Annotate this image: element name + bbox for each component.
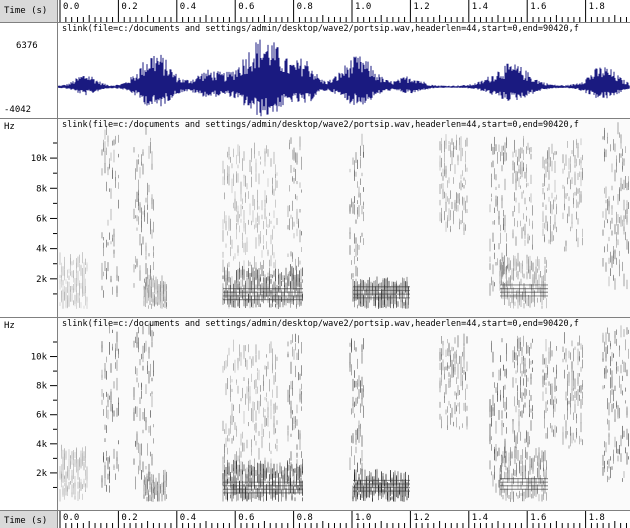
ruler-tick-label: 0.4: [180, 513, 196, 523]
divider: [0, 510, 630, 511]
ruler-tick-label: 0.6: [238, 513, 254, 523]
freq-tick-label: 10k: [31, 353, 48, 363]
top-time-axis-label-box: Time (s): [0, 0, 58, 22]
freq-tick-label: 2k: [36, 469, 47, 479]
freq-tick-label: 2k: [36, 275, 47, 285]
ruler-tick-label: 1.0: [355, 2, 371, 12]
spectrogram-1-axis-svg: 10k 8k 6k 4k 2k: [31, 142, 57, 295]
ruler-tick-label: 0.8: [297, 513, 313, 523]
ruler-tick-label: 1.2: [413, 2, 429, 12]
spectrogram-2-plot: [58, 318, 630, 510]
spectrogram-1-view[interactable]: slink(file=c:/documents and settings/adm…: [58, 119, 630, 317]
bottom-time-axis-label-box: Time (s): [0, 511, 58, 528]
ruler-tick-label: 0.0: [63, 2, 79, 12]
waveform-y-max: 6376: [16, 41, 38, 51]
top-time-ruler-svg: 0.0 0.2 0.4 0.6 0.8 1.0 1.2 1.4 1.6 1.8: [59, 0, 627, 22]
ruler-tick-label: 0.0: [63, 513, 79, 523]
waveform-panel[interactable]: 6376 -4042 slink(file=c:/documents and s…: [0, 23, 630, 118]
ruler-tick-label: 0.2: [121, 2, 137, 12]
waveform-plot: [58, 39, 630, 117]
freq-tick-label: 8k: [36, 382, 47, 392]
freq-tick-label: 6k: [36, 214, 47, 224]
freq-tick-label: 4k: [36, 440, 47, 450]
spectrogram-2-unit: Hz: [4, 321, 15, 331]
ruler-tick-label: 1.8: [589, 513, 605, 523]
spectrogram-2-caption: slink(file=c:/documents and settings/adm…: [62, 319, 579, 329]
freq-tick-label: 10k: [31, 154, 48, 164]
bottom-time-axis-label: Time (s): [4, 516, 48, 526]
ruler-tick-label: 0.6: [238, 2, 254, 12]
ruler-tick-label: 0.4: [180, 2, 196, 12]
ruler-tick-label: 1.8: [589, 2, 605, 12]
waveform-y-min: -4042: [4, 105, 32, 115]
bottom-time-ruler[interactable]: 0.0 0.2 0.4 0.6 0.8 1.0 1.2 1.4 1.6 1.8: [58, 511, 630, 528]
bottom-time-ruler-svg: 0.0 0.2 0.4 0.6 0.8 1.0 1.2 1.4 1.6 1.8: [59, 511, 627, 528]
spectrogram-2-axis: Hz 10k 8k 6k 4k 2k: [0, 318, 58, 510]
ruler-tick-label: 1.6: [530, 2, 546, 12]
waveform-axis: 6376 -4042: [0, 23, 58, 118]
freq-tick-label: 8k: [36, 184, 47, 194]
waveform-view[interactable]: slink(file=c:/documents and settings/adm…: [58, 23, 630, 118]
spectrogram-1-axis: Hz 10k 8k 6k 4k 2k: [0, 119, 58, 317]
divider: [0, 22, 630, 23]
spectrogram-2-axis-svg: 10k 8k 6k 4k 2k: [31, 341, 57, 488]
ruler-tick-label: 1.6: [530, 513, 546, 523]
top-time-axis-label: Time (s): [4, 6, 48, 16]
spectrogram-panel-2[interactable]: Hz 10k 8k 6k 4k 2k slink(file=c:/documents a…: [0, 318, 630, 510]
top-time-ruler[interactable]: 0.0 0.2 0.4 0.6 0.8 1.0 1.2 1.4 1.6 1.8: [58, 0, 630, 22]
divider: [0, 118, 630, 119]
ruler-tick-label: 0.8: [297, 2, 313, 12]
freq-tick-label: 4k: [36, 245, 47, 255]
spectrogram-panel-1[interactable]: Hz 10k 8k 6k 4k 2k slink(file=c:/documents a…: [0, 119, 630, 317]
ruler-tick-label: 1.2: [413, 513, 429, 523]
waveform-trace: [58, 39, 630, 117]
ruler-tick-label: 1.4: [472, 2, 488, 12]
waveform-caption: slink(file=c:/documents and settings/adm…: [62, 24, 579, 34]
spectrogram-1-caption: slink(file=c:/documents and settings/adm…: [62, 120, 579, 130]
spectrogram-2-view[interactable]: slink(file=c:/documents and settings/adm…: [58, 318, 630, 510]
divider: [0, 317, 630, 318]
spectrogram-1-unit: Hz: [4, 122, 15, 132]
ruler-tick-label: 1.4: [472, 513, 488, 523]
ruler-tick-label: 0.2: [121, 513, 137, 523]
freq-tick-label: 6k: [36, 411, 47, 421]
ruler-tick-label: 1.0: [355, 513, 371, 523]
spectrogram-1-plot: [58, 119, 630, 317]
